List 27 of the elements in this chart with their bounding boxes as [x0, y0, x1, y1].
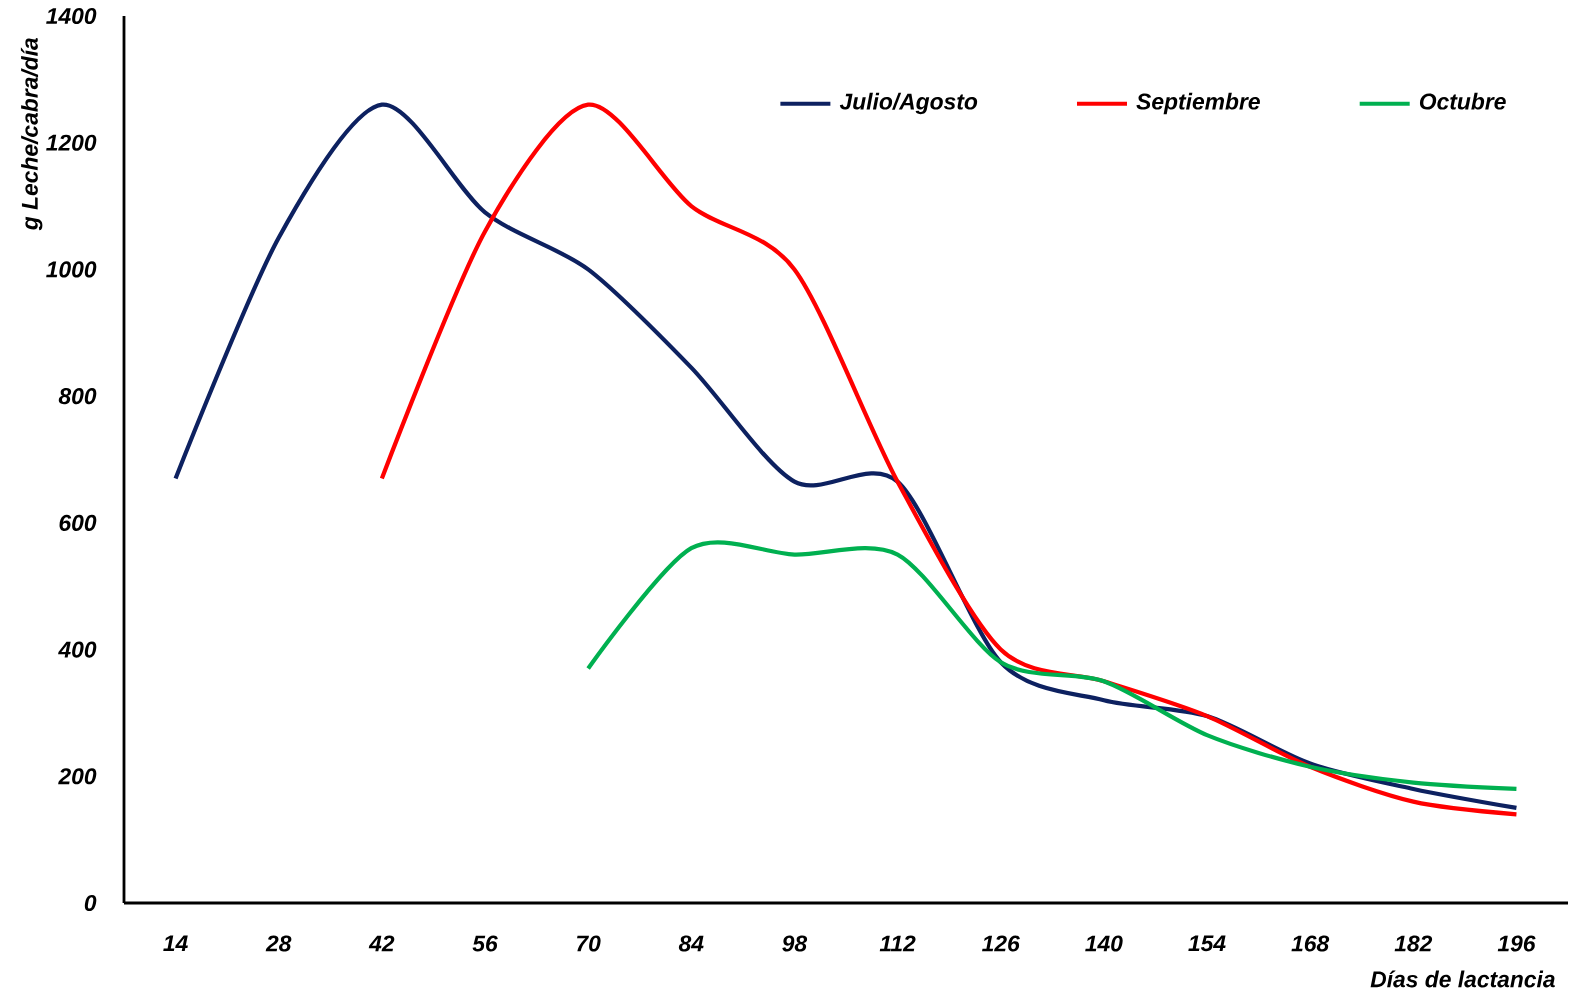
y-tick-label: 1200	[46, 134, 97, 151]
legend-label: Septiembre	[1136, 92, 1260, 115]
x-tick-label: 14	[163, 935, 188, 952]
x-tick-label: 196	[1497, 935, 1536, 952]
y-axis-title: g Leche/cabra/día	[20, 37, 43, 231]
y-tick-label: 0	[84, 894, 97, 912]
x-tick-label: 126	[982, 935, 1020, 952]
x-tick-label: 42	[368, 935, 395, 952]
x-tick-label: 56	[472, 935, 498, 952]
x-tick-label: 182	[1394, 935, 1433, 952]
x-tick-label: 84	[678, 935, 704, 952]
y-tick-label: 1000	[46, 261, 97, 278]
y-tick-label: 800	[58, 388, 97, 405]
x-tick-label: 28	[265, 935, 292, 952]
y-tick-label: 400	[58, 641, 97, 658]
x-tick-label: 168	[1291, 935, 1330, 952]
legend-label: Julio/Agosto	[839, 92, 978, 115]
x-tick-label: 112	[879, 935, 916, 952]
y-tick-label: 200	[58, 768, 97, 785]
y-tick-label: 1400	[46, 7, 97, 25]
x-tick-label: 140	[1085, 935, 1123, 952]
x-axis-title: Días de lactancia	[1370, 970, 1555, 988]
x-tick-label: 70	[577, 935, 601, 952]
x-tick-label: 154	[1188, 935, 1226, 952]
y-tick-label: 600	[59, 514, 97, 531]
legend-label: Octubre	[1419, 92, 1506, 110]
x-tick-label: 98	[782, 935, 808, 952]
